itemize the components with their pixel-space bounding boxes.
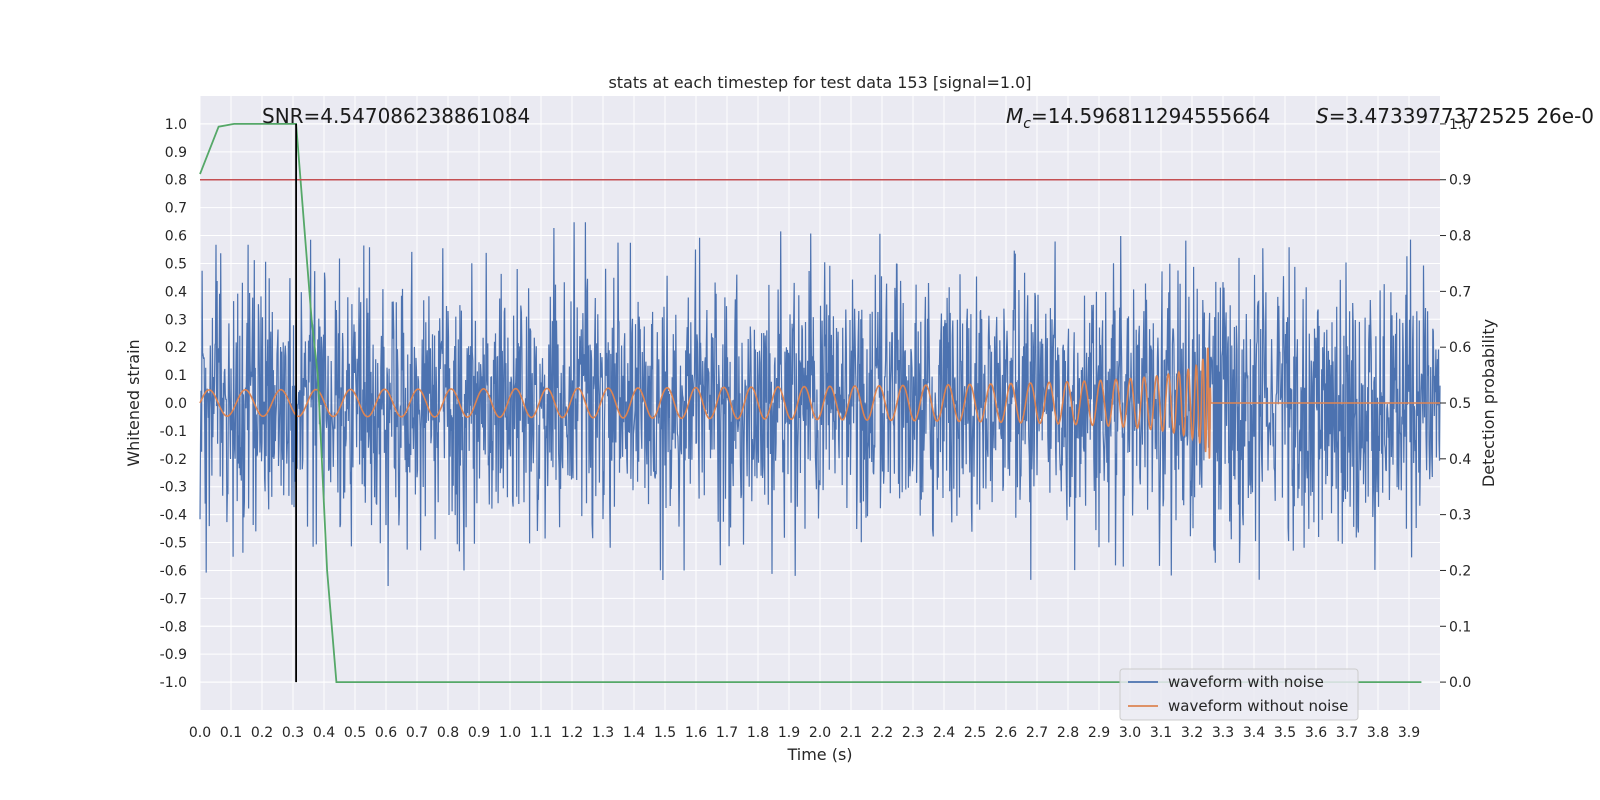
clean-waveform-path xyxy=(199,347,1440,459)
x-tick-label: 2.4 xyxy=(933,725,955,741)
y-tick-label: -0.9 xyxy=(160,647,187,663)
s-value: =3.4733977372525 26e-0 xyxy=(1329,104,1594,128)
chirp-mass-value: =14.596811294555664 xyxy=(1031,104,1270,128)
s-annotation: S=3.4733977372525 26e-0 xyxy=(1316,104,1594,128)
x-tick-label: 2.3 xyxy=(902,725,924,741)
x-tick-label: 3.7 xyxy=(1336,725,1358,741)
y-tick-label: 0.8 xyxy=(165,173,187,189)
x-tick-label: 0.6 xyxy=(375,725,397,741)
x-tick-label: 0.9 xyxy=(468,725,490,741)
y-tick-label: -0.7 xyxy=(160,591,187,607)
noise-waveform-path xyxy=(199,222,1441,587)
legend-label-noise: waveform with noise xyxy=(1168,673,1324,691)
x-tick-label: 3.2 xyxy=(1181,725,1203,741)
y2-tick-label: 0.4 xyxy=(1449,452,1471,468)
y2-tick-label: 0.1 xyxy=(1449,619,1471,635)
y-tick-label: 0.5 xyxy=(165,256,187,272)
x-tick-label: 1.6 xyxy=(685,725,707,741)
legend-box xyxy=(1119,668,1359,721)
y-tick-label: 1.0 xyxy=(165,117,187,133)
x-tick-label: 3.4 xyxy=(1243,725,1265,741)
x-tick-label: 1.4 xyxy=(623,725,645,741)
x-tick-label: 3.1 xyxy=(1150,725,1172,741)
x-tick-label: 1.9 xyxy=(778,725,800,741)
series-waveform-with-noise xyxy=(199,222,1441,587)
y2-tick-label: 0.8 xyxy=(1449,229,1471,245)
x-tick-label: 0.8 xyxy=(437,725,459,741)
x-tick-label: 3.6 xyxy=(1305,725,1327,741)
x-tick-label: 1.0 xyxy=(499,725,521,741)
y2-tick-label: 0.9 xyxy=(1449,173,1471,189)
y2-tick-label: 0.2 xyxy=(1449,563,1471,579)
x-tick-label: 3.5 xyxy=(1274,725,1296,741)
y-tick-label: -1.0 xyxy=(160,675,187,691)
x-tick-label: 1.1 xyxy=(530,725,552,741)
x-tick-label: 0.1 xyxy=(220,725,242,741)
y-tick-label: 0.7 xyxy=(165,201,187,217)
y-axis-label: Whitened strain xyxy=(124,339,143,466)
y-tick-label: 0.0 xyxy=(165,396,187,412)
y-tick-label: -0.5 xyxy=(160,536,187,552)
x-tick-label: 2.1 xyxy=(840,725,862,741)
y-tick-label: -0.6 xyxy=(160,563,187,579)
x-tick-label: 0.7 xyxy=(406,725,428,741)
y2-axis-ticks: 1.0 0.9 0.8 0.7 0.6 0.5 0.4 0.3 0.2 0.1 0.0 xyxy=(1440,117,1471,691)
y2-axis-label: Detection probability xyxy=(1479,319,1498,487)
y-tick-label: -0.3 xyxy=(160,480,187,496)
y-tick-label: 0.4 xyxy=(165,284,187,300)
x-tick-label: 1.3 xyxy=(592,725,614,741)
y2-tick-label: 0.0 xyxy=(1449,675,1471,691)
x-tick-label: 3.0 xyxy=(1119,725,1141,741)
y-tick-label: 0.9 xyxy=(165,145,187,161)
x-tick-label: 3.9 xyxy=(1398,725,1420,741)
chart-title: stats at each timestep for test data 153… xyxy=(608,73,1031,92)
x-tick-label: 1.2 xyxy=(561,725,583,741)
y-axis-ticks: 1.0 0.9 0.8 0.7 0.6 0.5 0.4 0.3 0.2 0.1 0.0 -0.1 -0.… xyxy=(160,117,187,691)
y2-tick-label: 0.6 xyxy=(1449,340,1471,356)
series-waveform-without-noise xyxy=(199,347,1440,459)
y2-tick-label: 0.5 xyxy=(1449,396,1471,412)
x-axis-label: Time (s) xyxy=(786,745,852,764)
x-tick-label: 2.2 xyxy=(871,725,893,741)
s-symbol: S xyxy=(1316,104,1329,128)
legend: waveform with noise waveform without noi… xyxy=(1119,668,1359,721)
series-detection-probability xyxy=(199,123,1422,683)
x-tick-label: 0.3 xyxy=(282,725,304,741)
detection-probability-path xyxy=(199,123,1422,683)
chirp-mass-subscript: c xyxy=(1023,116,1031,132)
x-axis-ticks: 0.0 0.1 0.2 0.3 0.4 0.5 0.6 0.7 0.8 0.9 1.0 1.1 1.2 1… xyxy=(189,725,1420,741)
y-tick-label: 0.6 xyxy=(165,229,187,245)
y2-tick-label: 0.3 xyxy=(1449,508,1471,524)
y-tick-label: -0.1 xyxy=(160,424,187,440)
x-tick-label: 1.7 xyxy=(716,725,738,741)
y-tick-label: -0.4 xyxy=(160,508,187,524)
y2-tick-label: 0.7 xyxy=(1449,284,1471,300)
chirp-mass-symbol: M xyxy=(1006,104,1023,128)
x-tick-label: 3.8 xyxy=(1367,725,1389,741)
x-tick-label: 3.3 xyxy=(1212,725,1234,741)
x-tick-label: 1.5 xyxy=(654,725,676,741)
snr-annotation: SNR=4.547086238861084 xyxy=(262,104,530,128)
y-tick-label: 0.1 xyxy=(165,368,187,384)
x-tick-label: 2.8 xyxy=(1057,725,1079,741)
y-tick-label: 0.3 xyxy=(165,312,187,328)
y-tick-label: -0.8 xyxy=(160,619,187,635)
y-tick-label: -0.2 xyxy=(160,452,187,468)
x-tick-label: 2.9 xyxy=(1088,725,1110,741)
y-tick-label: 0.2 xyxy=(165,340,187,356)
y2-tick-label: 1.0 xyxy=(1449,117,1471,133)
reference-lines xyxy=(200,123,1440,683)
x-tick-label: 0.2 xyxy=(251,725,273,741)
x-tick-label: 0.5 xyxy=(344,725,366,741)
x-tick-label: 2.6 xyxy=(995,725,1017,741)
x-tick-label: 0.4 xyxy=(313,725,335,741)
x-tick-label: 0.0 xyxy=(189,725,211,741)
x-tick-label: 1.8 xyxy=(747,725,769,741)
x-tick-label: 2.5 xyxy=(964,725,986,741)
legend-label-clean: waveform without noise xyxy=(1168,697,1348,715)
x-tick-label: 2.7 xyxy=(1026,725,1048,741)
chirp-mass-annotation: Mc=14.596811294555664 xyxy=(1006,104,1270,132)
x-tick-label: 2.0 xyxy=(809,725,831,741)
